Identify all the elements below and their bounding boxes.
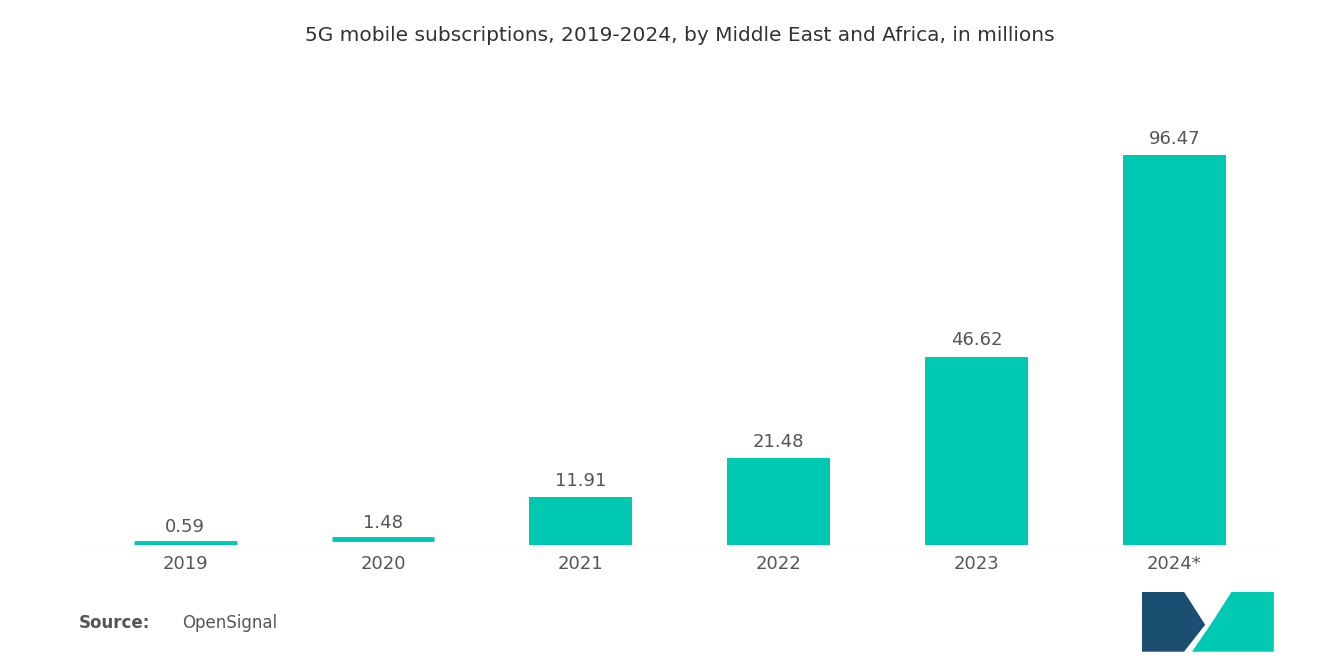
Text: 0.59: 0.59 <box>165 517 205 535</box>
Text: 96.47: 96.47 <box>1148 130 1200 148</box>
Polygon shape <box>1192 592 1274 652</box>
Bar <box>925 356 1028 545</box>
Text: OpenSignal: OpenSignal <box>182 614 277 632</box>
Text: 21.48: 21.48 <box>752 433 804 451</box>
Polygon shape <box>1142 592 1205 652</box>
Text: Source:: Source: <box>79 614 150 632</box>
Text: 11.91: 11.91 <box>556 471 607 490</box>
Bar <box>1123 155 1226 545</box>
Title: 5G mobile subscriptions, 2019-2024, by Middle East and Africa, in millions: 5G mobile subscriptions, 2019-2024, by M… <box>305 26 1055 45</box>
Bar <box>727 458 830 545</box>
Text: 1.48: 1.48 <box>363 514 403 532</box>
Text: 46.62: 46.62 <box>950 331 1002 349</box>
Bar <box>529 497 632 545</box>
